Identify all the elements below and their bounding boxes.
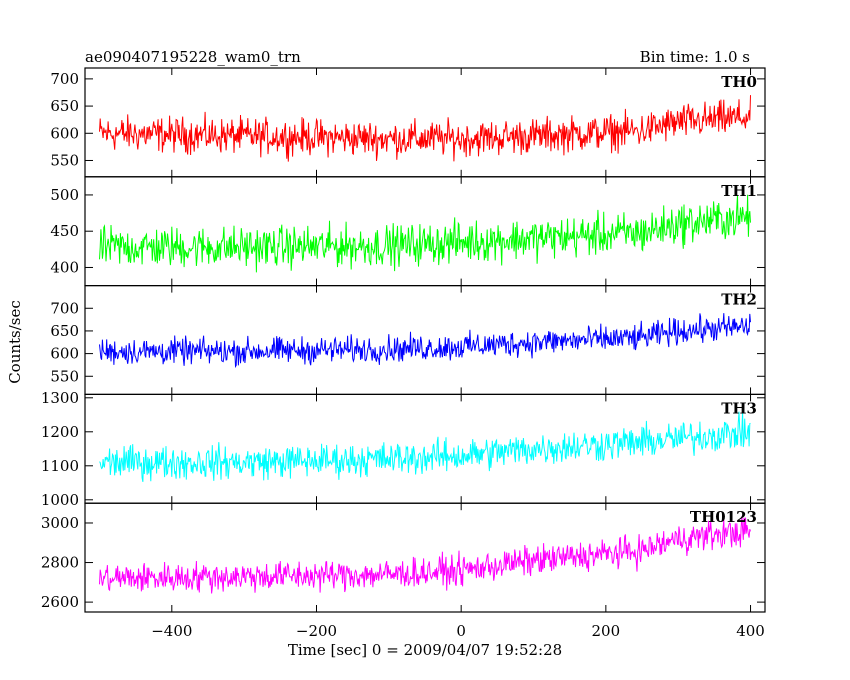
y-tick-label: 3000 (41, 514, 79, 532)
y-tick-label: 550 (50, 367, 79, 385)
x-tick-label: 200 (592, 622, 621, 640)
y-tick-label: 1200 (41, 423, 79, 441)
y-tick-label: 650 (50, 322, 79, 340)
panel-label-th0: TH0 (721, 73, 757, 91)
x-tick-label: 0 (456, 622, 466, 640)
y-tick-label: 550 (50, 151, 79, 169)
y-tick-label: 700 (50, 299, 79, 317)
panel-label-th3: TH3 (721, 399, 757, 417)
series-line-th0 (99, 95, 751, 162)
x-tick-label: 400 (736, 622, 765, 640)
y-tick-label: 1000 (41, 491, 79, 509)
x-tick-label: −400 (151, 622, 192, 640)
panel-label-th1: TH1 (721, 182, 757, 200)
y-tick-label: 450 (50, 222, 79, 240)
series-line-th1 (99, 194, 751, 273)
panel-label-th2: TH2 (721, 291, 757, 309)
y-tick-label: 1100 (41, 457, 79, 475)
y-tick-label: 650 (50, 97, 79, 115)
x-axis-label: Time [sec] 0 = 2009/04/07 19:52:28 (288, 641, 562, 659)
x-tick-label: −200 (296, 622, 337, 640)
y-tick-label: 600 (50, 345, 79, 363)
y-tick-label: 2600 (41, 593, 79, 611)
chart-title: ae090407195228_wam0_trn (85, 48, 301, 66)
series-line-th3 (99, 411, 751, 482)
panel-frame-th2 (84, 285, 766, 396)
panels-group: 550 600 650 700 TH0 400 450 500 TH1 550 600 650 700 T… (41, 67, 766, 640)
panel-label-th0123: TH0123 (690, 508, 757, 526)
series-line-th2 (99, 313, 751, 369)
y-tick-label: 2800 (41, 554, 79, 572)
bin-time-label: Bin time: 1.0 s (640, 48, 750, 66)
panel-frame-th0123 (84, 502, 766, 613)
y-tick-label: 500 (50, 186, 79, 204)
y-tick-label: 700 (50, 70, 79, 88)
series-line-th0123 (99, 516, 751, 594)
panel-frame-th3 (84, 393, 766, 504)
y-tick-label: 600 (50, 124, 79, 142)
y-axis-label: Counts/sec (6, 300, 24, 384)
y-tick-label: 1300 (41, 389, 79, 407)
y-tick-label: 400 (50, 258, 79, 276)
